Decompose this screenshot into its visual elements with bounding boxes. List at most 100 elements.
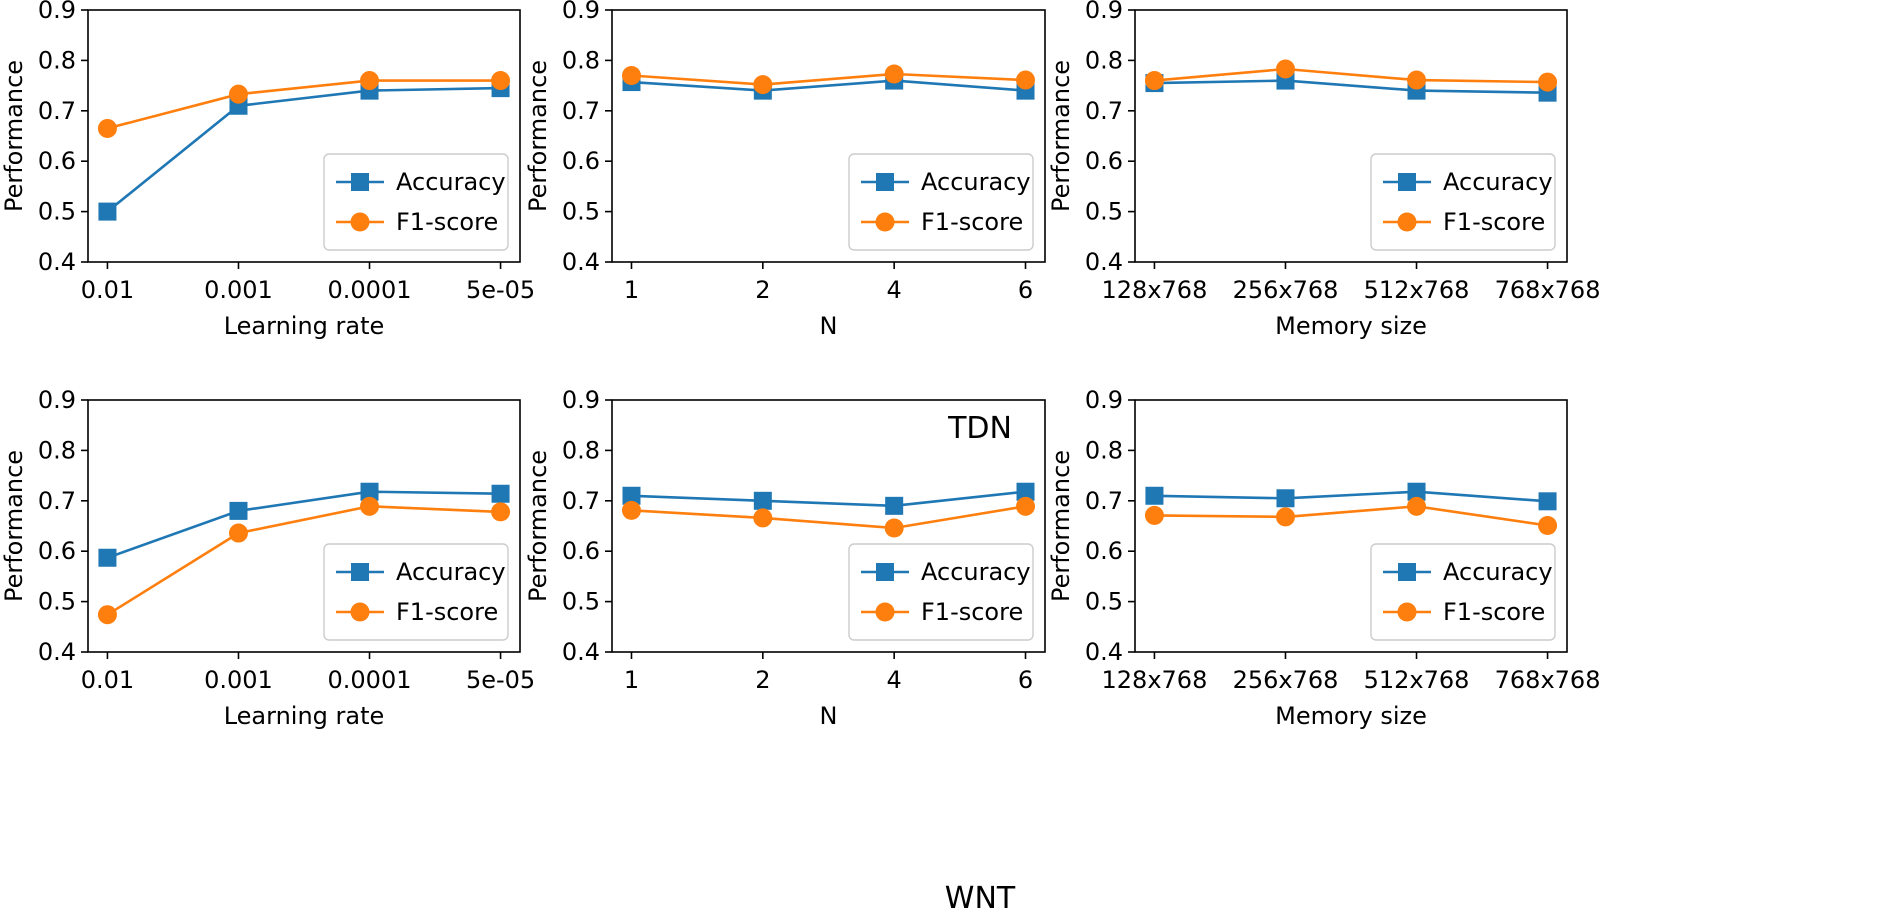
x-tick-label: 512x768 bbox=[1364, 666, 1470, 694]
y-tick-label: 0.7 bbox=[38, 487, 76, 515]
data-point bbox=[97, 605, 117, 625]
x-tick-label: 4 bbox=[887, 276, 902, 304]
legend-item-accuracy: Accuracy bbox=[861, 168, 1031, 196]
y-tick-label: 0.5 bbox=[562, 198, 600, 226]
y-tick-label: 0.5 bbox=[1085, 588, 1123, 616]
legend: Accuracy F1-score bbox=[848, 543, 1034, 641]
series-line bbox=[1154, 490, 1548, 503]
legend-item-accuracy: Accuracy bbox=[336, 168, 506, 196]
y-tick-label: 0.9 bbox=[38, 0, 76, 24]
legend: Accuracy F1-score bbox=[323, 543, 509, 641]
x-tick-label: 1 bbox=[624, 276, 639, 304]
legend-label: F1-score bbox=[921, 598, 1023, 626]
data-point bbox=[1144, 505, 1164, 525]
y-tick-label: 0.4 bbox=[562, 638, 600, 666]
subplot-4: 0.4 0.5 0.6 0.7 0.8 0.9 0.01 0.001 0.0001 5e-05 Le… bbox=[0, 386, 535, 730]
legend-label: Accuracy bbox=[921, 168, 1031, 196]
y-tick-label: 0.4 bbox=[1085, 638, 1123, 666]
x-tick-label: 768x768 bbox=[1495, 276, 1601, 304]
data-point bbox=[1276, 489, 1295, 508]
y-tick-label: 0.8 bbox=[38, 436, 76, 464]
y-tick-label: 0.6 bbox=[38, 537, 76, 565]
legend-item-f1-score: F1-score bbox=[861, 598, 1023, 626]
data-point bbox=[1144, 71, 1164, 91]
data-point bbox=[229, 501, 248, 520]
y-axis-label: Performance bbox=[0, 450, 28, 602]
y-tick-label: 0.9 bbox=[562, 0, 600, 24]
x-tick-label: 2 bbox=[755, 276, 770, 304]
data-point bbox=[228, 84, 248, 104]
y-tick-label: 0.9 bbox=[38, 386, 76, 414]
data-point bbox=[1538, 515, 1558, 535]
y-tick-label: 0.8 bbox=[1085, 46, 1123, 74]
data-point bbox=[1016, 496, 1036, 516]
y-tick-label: 0.6 bbox=[38, 147, 76, 175]
legend-label: F1-score bbox=[396, 598, 498, 626]
data-point bbox=[621, 66, 641, 86]
legend-label: Accuracy bbox=[921, 558, 1031, 586]
axes-frame bbox=[611, 399, 1046, 653]
legend-marker bbox=[875, 602, 895, 622]
y-axis-label: Performance bbox=[1047, 450, 1075, 602]
y-tick-label: 0.4 bbox=[38, 638, 76, 666]
x-tick-label: 0.0001 bbox=[328, 666, 412, 694]
legend-item-f1-score: F1-score bbox=[861, 208, 1023, 236]
legend-marker bbox=[875, 212, 895, 232]
data-point bbox=[228, 523, 248, 543]
legend: Accuracy F1-score bbox=[323, 153, 509, 251]
series-f1-score bbox=[621, 64, 1036, 95]
series-line bbox=[631, 72, 1026, 86]
legend-label: Accuracy bbox=[396, 168, 506, 196]
y-axis-label: Performance bbox=[1047, 60, 1075, 212]
y-axis-label: Performance bbox=[524, 450, 552, 602]
y-tick-label: 0.7 bbox=[562, 487, 600, 515]
data-point bbox=[753, 75, 773, 95]
legend: Accuracy F1-score bbox=[1370, 543, 1556, 641]
legend-item-accuracy: Accuracy bbox=[336, 558, 506, 586]
axes-frame bbox=[87, 9, 521, 263]
series-f1-score bbox=[97, 496, 511, 625]
data-point bbox=[98, 202, 117, 221]
data-point bbox=[621, 500, 641, 520]
axes-frame bbox=[1134, 9, 1568, 263]
data-point bbox=[97, 118, 117, 138]
series-f1-score bbox=[97, 71, 511, 138]
y-tick-label: 0.4 bbox=[1085, 248, 1123, 276]
legend-item-f1-score: F1-score bbox=[1383, 598, 1545, 626]
y-tick-label: 0.8 bbox=[38, 46, 76, 74]
legend-label: Accuracy bbox=[396, 558, 506, 586]
legend: Accuracy F1-score bbox=[848, 153, 1034, 251]
y-tick-label: 0.4 bbox=[38, 248, 76, 276]
legend-item-accuracy: Accuracy bbox=[861, 558, 1031, 586]
series-line bbox=[1154, 67, 1548, 84]
x-axis-label: N bbox=[820, 702, 838, 730]
legend-label: F1-score bbox=[921, 208, 1023, 236]
series-line bbox=[106, 504, 501, 616]
data-point bbox=[1275, 59, 1295, 79]
y-tick-label: 0.6 bbox=[1085, 147, 1123, 175]
y-tick-label: 0.9 bbox=[562, 386, 600, 414]
x-tick-label: 5e-05 bbox=[466, 666, 535, 694]
data-point bbox=[1407, 70, 1427, 90]
legend-frame bbox=[1370, 543, 1556, 641]
data-point bbox=[1407, 482, 1426, 501]
legend-item-f1-score: F1-score bbox=[336, 598, 498, 626]
y-tick-label: 0.8 bbox=[1085, 436, 1123, 464]
series-line bbox=[1154, 504, 1548, 527]
data-point bbox=[1407, 496, 1427, 516]
y-tick-label: 0.7 bbox=[1085, 487, 1123, 515]
legend-marker bbox=[1398, 173, 1416, 191]
data-point bbox=[98, 548, 117, 567]
legend-marker bbox=[350, 602, 370, 622]
legend-item-accuracy: Accuracy bbox=[1383, 558, 1553, 586]
group-label-wnt: WNT bbox=[945, 881, 1016, 913]
data-point bbox=[491, 71, 511, 91]
x-tick-label: 1 bbox=[624, 666, 639, 694]
data-point bbox=[491, 502, 511, 522]
series-accuracy bbox=[622, 71, 1035, 100]
data-point bbox=[1538, 492, 1557, 511]
x-tick-label: 5e-05 bbox=[466, 276, 535, 304]
series-f1-score bbox=[621, 496, 1036, 538]
legend-label: F1-score bbox=[1443, 208, 1545, 236]
